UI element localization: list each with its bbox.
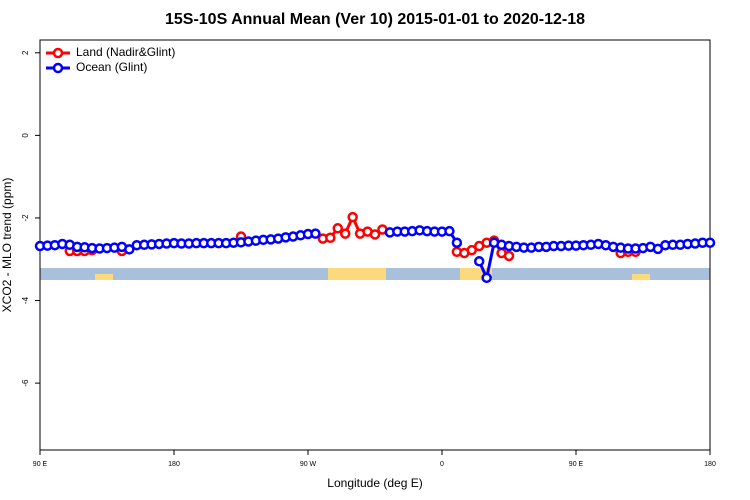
x-tick-label: 0: [440, 461, 444, 468]
legend-marker: [52, 47, 64, 59]
data-point: [369, 229, 381, 240]
data-point: [481, 272, 492, 284]
data-point: [503, 250, 515, 262]
x-tick-label: 90 W: [300, 461, 317, 468]
data-point: [124, 244, 135, 255]
data-point: [466, 244, 478, 256]
data-point: [704, 237, 716, 248]
x-tick-label: 90 E: [33, 461, 48, 468]
y-tick-label: -6: [21, 379, 30, 387]
legend-marker: [52, 62, 64, 74]
data-point: [339, 228, 351, 239]
legend-label: Ocean (Glint): [76, 60, 147, 74]
x-tick-label: 180: [704, 461, 716, 468]
data-point: [332, 223, 344, 234]
y-tick-label: -4: [21, 296, 30, 304]
data-point: [473, 256, 485, 267]
land-patch: [632, 274, 650, 280]
data-point: [310, 228, 321, 239]
data-point: [451, 237, 463, 248]
chart-title: 15S-10S Annual Mean (Ver 10) 2015-01-01 …: [165, 11, 585, 28]
x-tick-label: 90 E: [569, 461, 584, 468]
x-axis-label: Longitude (deg E): [327, 476, 422, 490]
land-patch: [328, 268, 386, 280]
y-axis-label: XCO2 - MLO trend (ppm): [0, 178, 14, 313]
y-tick-label: -2: [21, 214, 30, 222]
legend-label: Land (Nadir&Glint): [76, 45, 175, 59]
x-tick-label: 180: [168, 461, 180, 468]
data-point: [347, 211, 358, 223]
y-tick-label: 0: [21, 133, 30, 138]
data-point: [444, 225, 455, 237]
y-tick-label: 2: [21, 50, 30, 55]
land-patch: [95, 274, 113, 280]
data-point: [325, 232, 336, 244]
